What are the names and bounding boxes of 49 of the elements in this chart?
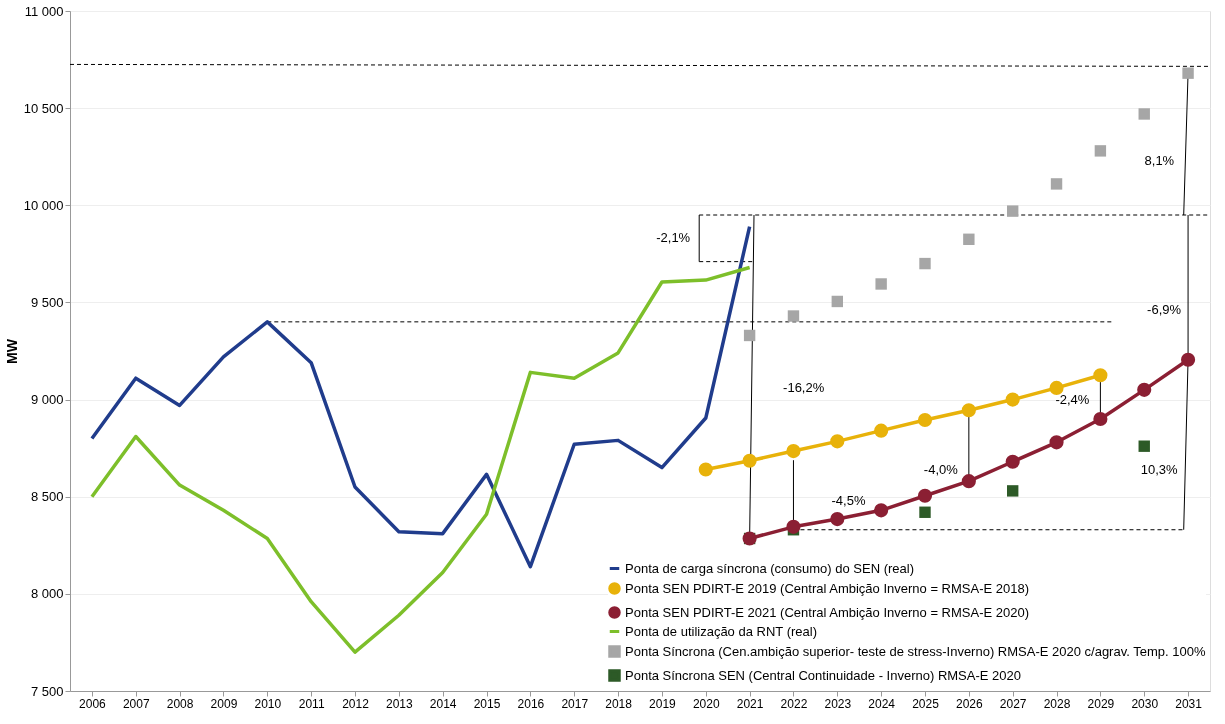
legend-label: Ponta de carga síncrona (consumo) do SEN (real): [625, 560, 915, 576]
y-tick-label: 7 500: [30, 683, 64, 699]
x-tick-label: 2017: [561, 696, 589, 711]
annotation: 10,3%: [1140, 461, 1179, 477]
x-tick-label: 2019: [649, 696, 677, 711]
x-tick-label: 2014: [429, 696, 457, 711]
legend-label: Ponta de utilização da RNT (real): [625, 623, 817, 639]
legend-label: Ponta Síncrona (Cen.ambição superior- teste de stress-Inverno) RMSA-E 2020 c/agrav. Temp. 100%: [625, 643, 1206, 659]
x-tick-label: 2006: [79, 696, 107, 711]
legend-label: Ponta Síncrona SEN (Central Continuidade - Inverno) RMSA-E 2020: [625, 667, 1021, 683]
annotation: 8,1%: [1144, 152, 1175, 168]
x-tick-label: 2027: [999, 696, 1027, 711]
annotation: -2,1%: [656, 230, 691, 246]
x-tick-label: 2009: [210, 696, 238, 711]
x-tick-label: 2013: [385, 696, 414, 711]
annotation: -4,5%: [831, 492, 866, 508]
y-tick-label: 8 500: [30, 489, 64, 505]
x-tick-label: 2011: [298, 696, 325, 711]
x-tick-label: 2008: [166, 696, 194, 711]
y-tick-label: 10 500: [23, 100, 64, 116]
x-tick-label: 2028: [1043, 696, 1071, 711]
annotation: -16,2%: [783, 379, 825, 395]
y-tick-label: 9 000: [30, 392, 64, 408]
annotation: -4,0%: [923, 461, 959, 477]
x-tick-label: 2015: [473, 696, 501, 711]
x-tick-label: 2025: [912, 696, 940, 711]
x-tick-label: 2023: [824, 696, 852, 711]
legend-label: Ponta SEN PDIRT-E 2021 (Central Ambição Inverno = RMSA-E 2020): [625, 604, 1030, 620]
y-axis-title: MW: [3, 338, 20, 364]
legend-label: Ponta SEN PDIRT-E 2019 (Central Ambição Inverno = RMSA-E 2018): [625, 580, 1030, 596]
y-tick-label: 11 000: [24, 3, 64, 19]
annotation: -6,9%: [1147, 302, 1182, 318]
x-tick-label: 2031: [1175, 696, 1203, 711]
x-tick-label: 2029: [1087, 696, 1115, 711]
x-tick-label: 2020: [692, 696, 720, 711]
y-tick-label: 9 500: [30, 294, 64, 310]
y-tick-label: 10 000: [23, 197, 64, 213]
y-tick-label: 8 000: [30, 586, 64, 602]
x-tick-label: 2010: [254, 696, 282, 711]
x-tick-label: 2007: [122, 696, 150, 711]
x-tick-label: 2030: [1131, 696, 1159, 711]
x-tick-label: 2026: [955, 696, 984, 711]
x-tick-label: 2012: [342, 696, 370, 711]
annotation: -2,4%: [1055, 391, 1090, 407]
x-tick-label: 2018: [605, 696, 633, 711]
x-tick-label: 2016: [517, 696, 545, 711]
x-tick-label: 2024: [868, 696, 896, 711]
x-tick-label: 2022: [780, 696, 808, 711]
x-tick-label: 2021: [736, 696, 764, 711]
